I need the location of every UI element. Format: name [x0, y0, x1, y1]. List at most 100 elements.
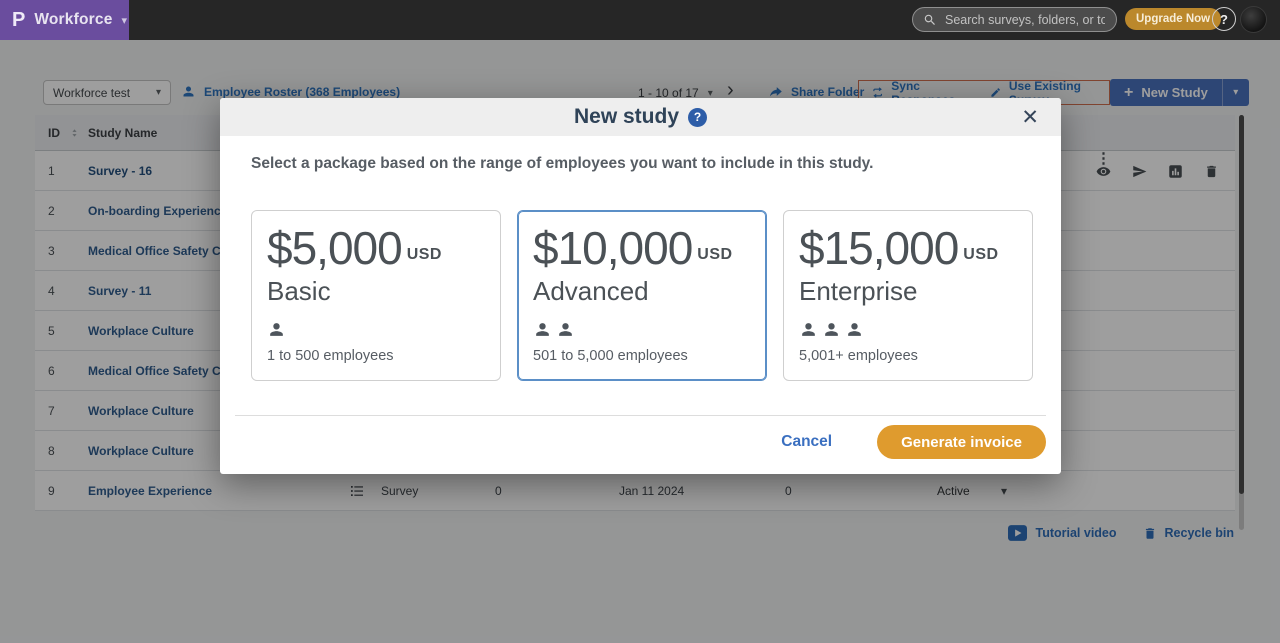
- chevron-right-icon: ›: [727, 79, 734, 101]
- study-name-link[interactable]: Workplace Culture: [88, 404, 194, 418]
- send-icon[interactable]: [1132, 164, 1147, 179]
- responses-count: 0: [495, 484, 502, 498]
- package-currency: USD: [963, 246, 999, 263]
- launch-date: Jan 11 2024: [619, 484, 685, 498]
- folder-select-value: Workforce test: [53, 85, 131, 100]
- person-icon: [802, 323, 815, 336]
- tutorial-video-link[interactable]: Tutorial video: [1008, 525, 1117, 541]
- row-id: 5: [48, 324, 55, 338]
- package-cards: $5,000 USD Basic 1 to 500 employees $10,0…: [251, 210, 1033, 381]
- package-name: Enterprise: [799, 276, 918, 306]
- brand-caret-icon: ▾: [121, 14, 128, 27]
- package-currency: USD: [406, 246, 442, 263]
- new-study-label: New Study: [1141, 85, 1208, 100]
- pagination-label: 1 - 10 of 17: [638, 86, 699, 100]
- bottom-links: Tutorial video Recycle bin: [0, 525, 1234, 541]
- study-name-link[interactable]: Employee Experience: [88, 484, 213, 498]
- package-currency: USD: [697, 246, 733, 263]
- play-icon: [1008, 525, 1028, 541]
- study-name-link[interactable]: On-boarding Experience: [88, 204, 228, 218]
- trash-icon[interactable]: [1204, 164, 1219, 179]
- package-card-enterprise[interactable]: $15,000 USD Enterprise 5,001+ employees: [783, 210, 1033, 381]
- sort-icon[interactable]: [69, 125, 80, 141]
- study-name-link[interactable]: Survey - 16: [88, 164, 153, 178]
- row-id: 8: [48, 444, 55, 458]
- scrollbar-thumb[interactable]: [1239, 115, 1244, 494]
- modal-subtitle: Select a package based on the range of e…: [251, 155, 874, 172]
- new-study-modal: New study ? ✕ Select a package based on …: [220, 98, 1061, 474]
- person-icon: [183, 86, 194, 97]
- row-id: 2: [48, 204, 55, 218]
- more-options-icon[interactable]: ⋮: [1096, 150, 1111, 167]
- modal-title: New study: [573, 105, 680, 128]
- new-study-button[interactable]: + New Study: [1110, 79, 1222, 106]
- pagination[interactable]: 1 - 10 of 17 ▾: [638, 86, 713, 100]
- row-id: 7: [48, 404, 55, 418]
- package-price: $5,000: [267, 222, 403, 274]
- row-id: 4: [48, 284, 55, 298]
- user-avatar[interactable]: [1240, 6, 1267, 33]
- secondary-count: 0: [785, 484, 792, 498]
- row-id: 3: [48, 244, 55, 258]
- new-study-caret-button[interactable]: ▾: [1221, 79, 1249, 106]
- brand-name: Workforce: [34, 11, 113, 28]
- modal-close-button[interactable]: ✕: [1021, 106, 1039, 129]
- package-range: 1 to 500 employees: [267, 348, 394, 364]
- new-study-split-button: + New Study ▾: [1110, 79, 1249, 106]
- study-type: Survey: [381, 484, 419, 498]
- share-icon: [769, 87, 782, 97]
- workforce-brand[interactable]: P Workforce ▾: [0, 0, 129, 40]
- employee-roster-link[interactable]: Employee Roster (368 Employees): [181, 84, 400, 99]
- results-chart-icon[interactable]: [1168, 164, 1183, 179]
- table-scrollbar[interactable]: [1239, 115, 1244, 530]
- package-name: Advanced: [533, 276, 649, 306]
- study-name-link[interactable]: Survey - 11: [88, 284, 152, 298]
- preview-eye-icon[interactable]: [1096, 164, 1111, 179]
- modal-help-icon[interactable]: ?: [688, 107, 708, 127]
- modal-header: New study ? ✕: [220, 98, 1061, 136]
- study-name-link[interactable]: Workplace Culture: [88, 324, 194, 338]
- package-price: $15,000: [799, 222, 959, 274]
- tutorial-video-label: Tutorial video: [1035, 526, 1117, 540]
- global-search[interactable]: [912, 7, 1117, 32]
- person-icon: [825, 323, 838, 336]
- person-icon: [848, 323, 861, 336]
- topbar: P Workforce ▾ Upgrade Now ?: [0, 0, 1280, 40]
- generate-invoice-button[interactable]: Generate invoice: [877, 425, 1046, 459]
- row-id: 9: [48, 484, 55, 498]
- workforce-logo-icon: P: [12, 8, 26, 31]
- people-icons: [533, 320, 751, 339]
- plus-icon: +: [1124, 83, 1134, 101]
- status-select-value[interactable]: Active: [937, 484, 970, 498]
- people-icons: [267, 320, 485, 339]
- package-price: $10,000: [533, 222, 693, 274]
- caret-down-icon: ▾: [155, 87, 161, 98]
- trash-icon: [1145, 527, 1154, 539]
- search-input[interactable]: [945, 12, 1105, 27]
- cancel-button[interactable]: Cancel: [781, 433, 833, 450]
- search-icon: [924, 14, 935, 25]
- pagination-caret-icon: ▾: [707, 87, 713, 99]
- upgrade-now-button[interactable]: Upgrade Now: [1125, 8, 1222, 30]
- row-id: 6: [48, 364, 55, 378]
- help-button[interactable]: ?: [1212, 7, 1236, 31]
- table-row[interactable]: 9 Employee Experience Survey 0 Jan 11 20…: [35, 471, 1235, 511]
- share-folder-button[interactable]: Share Folder: [768, 84, 864, 99]
- recycle-bin-link[interactable]: Recycle bin: [1143, 525, 1234, 541]
- column-id[interactable]: ID: [48, 126, 60, 140]
- package-card-basic[interactable]: $5,000 USD Basic 1 to 500 employees: [251, 210, 501, 381]
- package-card-advanced[interactable]: $10,000 USD Advanced 501 to 5,000 employe…: [517, 210, 767, 381]
- pencil-icon: [990, 88, 1000, 97]
- status-caret-icon[interactable]: ▾: [1001, 484, 1008, 498]
- person-icon: [536, 323, 549, 336]
- package-range: 5,001+ employees: [799, 348, 918, 364]
- share-folder-label: Share Folder: [791, 84, 865, 99]
- people-icons: [799, 320, 1017, 339]
- column-study-name[interactable]: Study Name: [88, 126, 158, 140]
- package-name: Basic: [267, 276, 331, 306]
- recycle-bin-label: Recycle bin: [1164, 526, 1234, 540]
- next-page-button[interactable]: ›: [727, 79, 734, 102]
- study-name-link[interactable]: Workplace Culture: [88, 444, 194, 458]
- folder-select[interactable]: Workforce test ▾: [43, 80, 171, 105]
- survey-list-icon: [351, 486, 363, 496]
